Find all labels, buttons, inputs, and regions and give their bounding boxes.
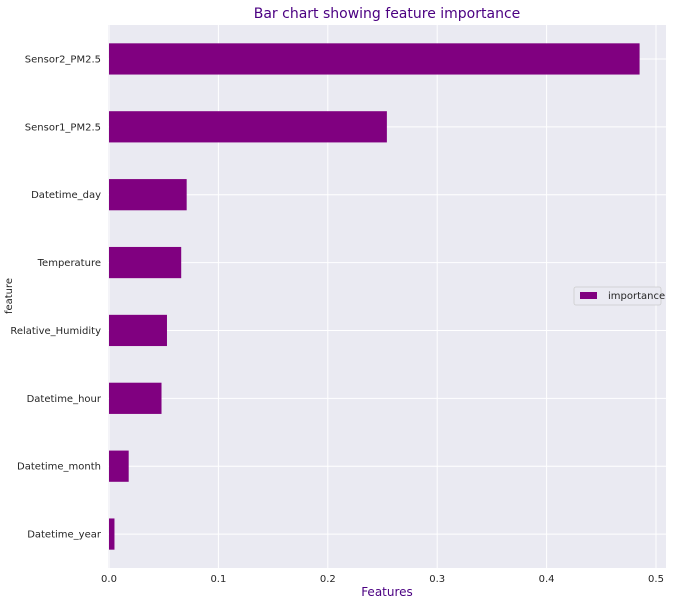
- y-axis-label: feature: [4, 278, 15, 314]
- bar: [109, 314, 167, 347]
- y-tick-label: Datetime_hour: [27, 394, 102, 405]
- legend-label: importance: [608, 291, 665, 302]
- x-axis-label: Features: [361, 585, 413, 599]
- x-tick-label: 0.1: [210, 574, 226, 585]
- bar: [109, 111, 387, 143]
- y-tick-labels: Sensor2_PM2.5 Sensor1_PM2.5 Datetime_day Te…: [10, 54, 102, 540]
- y-tick-label: Datetime_day: [31, 190, 101, 201]
- x-tick-label: 0.5: [648, 574, 664, 585]
- bar: [109, 246, 182, 279]
- legend-box: [573, 286, 662, 306]
- x-tick-label: 0.4: [539, 574, 555, 585]
- y-tick-label: Relative_Humidity: [10, 326, 101, 337]
- x-tick-label: 0.3: [429, 574, 445, 585]
- legend: importance: [573, 286, 665, 306]
- y-tick-label: Sensor2_PM2.5: [25, 54, 101, 65]
- bar: [109, 382, 162, 414]
- bar: [109, 43, 640, 75]
- x-tick-label: 0.0: [101, 574, 117, 585]
- bar: [109, 450, 129, 482]
- x-tick-label: 0.2: [320, 574, 336, 585]
- x-tick-labels: 0.0 0.1 0.2 0.3 0.4 0.5: [101, 574, 664, 585]
- y-tick-label: Datetime_month: [17, 462, 101, 473]
- legend-swatch: [580, 292, 597, 299]
- bars: [109, 43, 640, 550]
- y-tick-label: Temperature: [37, 258, 101, 269]
- bar: [109, 179, 187, 211]
- y-tick-label: Sensor1_PM2.5: [25, 122, 101, 133]
- bar: [109, 518, 115, 550]
- y-tick-label: Datetime_year: [27, 530, 102, 541]
- chart-title: Bar chart showing feature importance: [254, 6, 521, 22]
